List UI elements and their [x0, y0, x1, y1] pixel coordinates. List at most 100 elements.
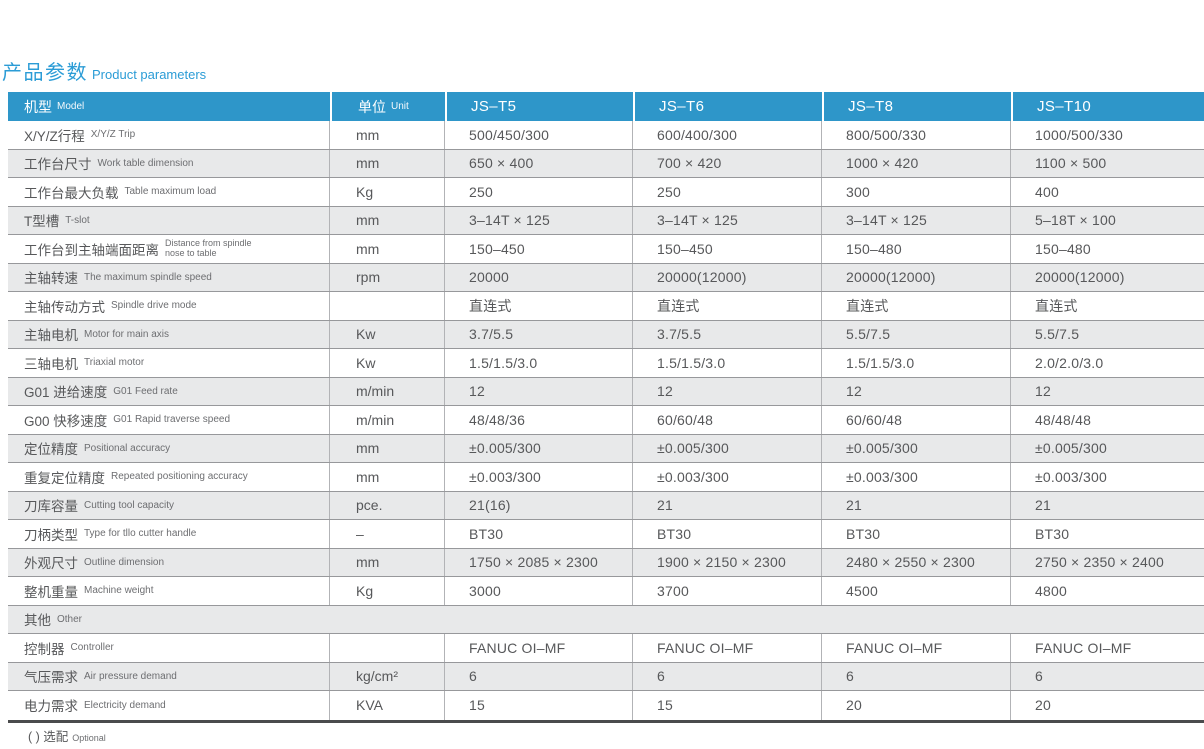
param-value: 21(16)	[469, 497, 511, 514]
value-cell-JS–T6: 直连式	[633, 292, 822, 320]
param-value: 3–14T × 125	[657, 212, 738, 229]
param-row: 主轴电机 Motor for main axis Kw 3.7/5.5 3.7/5.5 5…	[8, 320, 1204, 349]
unit-value: mm	[356, 240, 380, 257]
value-cell-JS–T8: ±0.005/300	[822, 434, 1011, 462]
param-value: 3–14T × 125	[846, 212, 927, 229]
param-label-cell: G01 进给速度 G01 Feed rate	[8, 377, 330, 405]
param-label-cell: 整机重量 Machine weight	[8, 577, 330, 605]
param-label-en: The maximum spindle speed	[84, 271, 212, 283]
param-value: 5.5/7.5	[1035, 326, 1080, 343]
unit-cell: Kw	[330, 349, 445, 377]
param-label-cell: 工作台最大负载 Table maximum load	[8, 178, 330, 206]
unit-value: m/min	[356, 411, 395, 428]
value-cell-JS–T5: 500/450/300	[445, 121, 633, 149]
value-cell-JS–T5: 150–450	[445, 235, 633, 263]
value-cell-JS–T10: FANUC OI–MF	[1011, 634, 1204, 662]
param-value: 1.5/1.5/3.0	[657, 354, 726, 371]
unit-value: Kw	[356, 326, 376, 343]
value-cell-JS–T10: 6	[1011, 663, 1204, 691]
param-label-en: Work table dimension	[97, 157, 194, 169]
value-cell-JS–T10: 1100 × 500	[1011, 150, 1204, 178]
param-value: 15	[469, 697, 485, 714]
value-cell-JS–T6: 60/60/48	[633, 406, 822, 434]
table-body: X/Y/Z行程 X/Y/Z Trip mm 500/450/300 600/400/30…	[8, 121, 1204, 720]
value-cell-JS–T6: 1.5/1.5/3.0	[633, 349, 822, 377]
value-cell-JS–T5: 3.7/5.5	[445, 320, 633, 348]
param-value: 3.7/5.5	[657, 326, 702, 343]
param-value: 12	[846, 383, 862, 400]
value-cell-JS–T6: 250	[633, 178, 822, 206]
section-label-en: Other	[57, 613, 83, 625]
param-label-zh: 整机重量	[24, 584, 78, 600]
value-cell-JS–T8: 800/500/330	[822, 121, 1011, 149]
value-cell-JS–T5: 直连式	[445, 292, 633, 320]
value-cell-JS–T5: 250	[445, 178, 633, 206]
value-cell-JS–T5: ±0.003/300	[445, 463, 633, 491]
page-title-en: Product parameters	[92, 67, 207, 82]
value-cell-JS–T10: 2.0/2.0/3.0	[1011, 349, 1204, 377]
param-label-en: Machine weight	[84, 585, 154, 597]
param-value: 6	[469, 668, 477, 685]
param-label-cell: 刀库容量 Cutting tool capacity	[8, 491, 330, 519]
unit-cell: Kw	[330, 320, 445, 348]
param-value: 12	[1035, 383, 1051, 400]
unit-value: Kg	[356, 183, 374, 200]
param-label-zh: 电力需求	[24, 699, 78, 715]
param-label-cell: 主轴电机 Motor for main axis	[8, 320, 330, 348]
param-value: 直连式	[1035, 297, 1078, 314]
param-label-cell: 重复定位精度 Repeated positioning accuracy	[8, 463, 330, 491]
value-cell-JS–T8: 6	[822, 662, 1011, 690]
param-value: 60/60/48	[846, 411, 903, 428]
param-value: 5–18T × 100	[1035, 212, 1116, 229]
param-label-cell: G00 快移速度 G01 Rapid traverse speed	[8, 406, 330, 434]
param-label-en: Distance from spindle nose to table	[165, 237, 252, 258]
value-cell-JS–T8: 12	[822, 377, 1011, 405]
param-value: 3–14T × 125	[469, 212, 550, 229]
unit-cell: Kg	[330, 178, 445, 206]
unit-value: KVA	[356, 697, 383, 714]
param-value: 2750 × 2350 × 2400	[1035, 554, 1164, 571]
unit-value: mm	[356, 468, 380, 485]
param-value: 4500	[846, 582, 878, 599]
param-value: 20	[1035, 697, 1051, 714]
unit-value: mm	[356, 212, 380, 229]
value-cell-JS–T6: 600/400/300	[633, 121, 822, 149]
param-label-en: G01 Rapid traverse speed	[113, 414, 231, 426]
param-label-en: Table maximum load	[124, 186, 217, 198]
header-cell-model: 机型 Model	[8, 92, 330, 121]
value-cell-JS–T8: FANUC OI–MF	[822, 634, 1011, 662]
param-value: FANUC OI–MF	[469, 639, 566, 656]
param-value: 60/60/48	[657, 411, 714, 428]
param-label-zh: 控制器	[24, 641, 65, 657]
value-cell-JS–T10: 12	[1011, 378, 1204, 406]
value-cell-JS–T6: 21	[633, 491, 822, 519]
value-cell-JS–T6: FANUC OI–MF	[633, 634, 822, 662]
value-cell-JS–T6: 6	[633, 662, 822, 690]
param-row: 气压需求 Air pressure demand kg/cm² 6 6 6 6	[8, 662, 1204, 691]
param-value: ±0.003/300	[1035, 468, 1107, 485]
unit-value: Kw	[356, 354, 376, 371]
value-cell-JS–T8: 1000 × 420	[822, 149, 1011, 177]
value-cell-JS–T5: BT30	[445, 520, 633, 548]
param-label-cell: 定位精度 Positional accuracy	[8, 434, 330, 462]
header-cell-model-js-t6: JS–T6	[633, 92, 822, 121]
param-label-en: Spindle drive mode	[111, 300, 197, 312]
value-cell-JS–T5: 20000	[445, 263, 633, 291]
value-cell-JS–T5: 21(16)	[445, 491, 633, 519]
value-cell-JS–T8: 150–480	[822, 235, 1011, 263]
param-row: G00 快移速度 G01 Rapid traverse speed m/min 48/…	[8, 406, 1204, 435]
param-row: 三轴电机 Triaxial motor Kw 1.5/1.5/3.0 1.5/1.5/3…	[8, 349, 1204, 378]
param-value: FANUC OI–MF	[657, 639, 754, 656]
param-value: 直连式	[469, 297, 512, 314]
param-label-en: Air pressure demand	[84, 670, 177, 682]
param-row: 整机重量 Machine weight Kg 3000 3700 4500 4800	[8, 577, 1204, 606]
value-cell-JS–T8: 20	[822, 691, 1011, 720]
param-value: 150–480	[1035, 240, 1091, 257]
value-cell-JS–T10: 20	[1011, 691, 1204, 720]
param-value: 500/450/300	[469, 126, 550, 143]
value-cell-JS–T6: 150–450	[633, 235, 822, 263]
param-value: 48/48/48	[1035, 411, 1092, 428]
unit-cell: mm	[330, 206, 445, 234]
param-value: 直连式	[846, 297, 889, 314]
